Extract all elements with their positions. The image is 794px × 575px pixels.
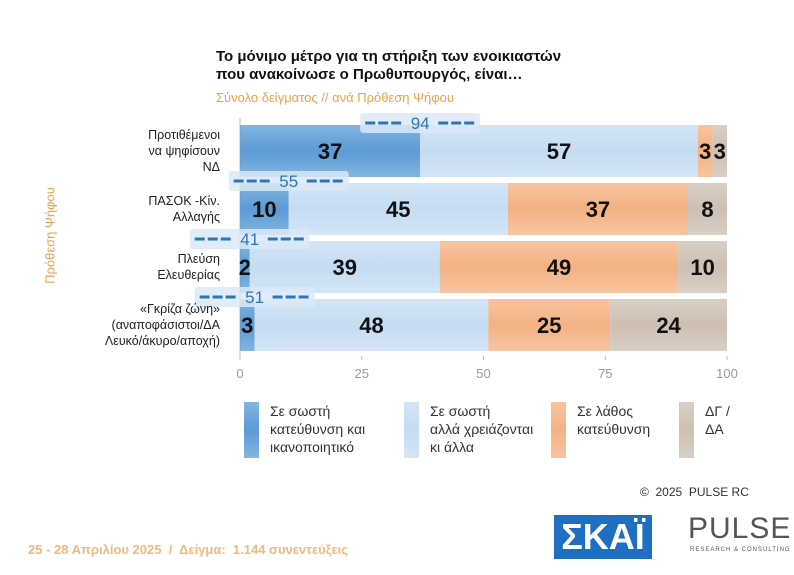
bar-segment	[240, 299, 255, 351]
bar-segment	[610, 299, 727, 351]
bar-segment	[488, 299, 611, 351]
chart-title: Το μόνιμο μέτρο για τη στήριξη των ενοικ…	[216, 48, 562, 83]
total-box	[228, 171, 349, 191]
bar-segment	[507, 183, 689, 235]
bar-segment	[420, 125, 698, 177]
total-label: 94	[411, 114, 430, 133]
data-label: 3	[714, 139, 726, 164]
legend-swatch	[679, 402, 694, 458]
bar-segment	[712, 125, 727, 177]
legend-label: Σε λάθος κατεύθυνση	[577, 403, 651, 437]
legend-swatch	[551, 402, 566, 458]
total-label: 55	[279, 172, 298, 191]
total-box	[194, 287, 315, 307]
data-label: 48	[359, 313, 383, 338]
data-label: 8	[701, 197, 713, 222]
legend-label: ΔΓ / ΔΑ	[705, 403, 730, 437]
bar-segment	[678, 241, 727, 293]
bar-segment	[688, 183, 727, 235]
legend-swatch	[244, 402, 259, 458]
legend-label: Σε σωστή κατεύθυνση και ικανοποιητικό	[270, 403, 366, 455]
data-label: 39	[332, 255, 356, 280]
bar-segment	[288, 183, 508, 235]
x-tick-label: 0	[236, 366, 243, 381]
data-label: 49	[547, 255, 571, 280]
total-label: 51	[245, 288, 264, 307]
total-box	[189, 229, 310, 249]
x-tick-label: 25	[355, 366, 369, 381]
total-label: 41	[240, 230, 259, 249]
data-label: 57	[547, 139, 571, 164]
data-label: 37	[318, 139, 342, 164]
bar-segment	[254, 299, 489, 351]
footer: 25 - 28 Απριλίου 2025 / Δείγμα: 1.144 συ…	[28, 542, 349, 557]
logo-skai: ΣΚΑΪ	[554, 515, 652, 559]
bar-segment	[697, 125, 713, 177]
data-label: 45	[386, 197, 410, 222]
data-label: 24	[656, 313, 681, 338]
data-label: 2	[239, 255, 251, 280]
x-tick-label: 50	[476, 366, 490, 381]
total-box	[360, 113, 481, 133]
logo-pulse: PULSE	[688, 512, 792, 545]
copyright: © 2025 PULSE RC	[640, 485, 749, 499]
x-tick-label: 100	[716, 366, 738, 381]
logo-pulse-sub: RESEARCH & CONSULTING	[690, 547, 791, 553]
data-label: 3	[699, 139, 711, 164]
data-label: 10	[690, 255, 714, 280]
category-label: «Γκρίζα ζώνη» (αναποφάσιστοι/ΔΑ Λευκό/άκ…	[104, 302, 220, 348]
category-label: Προτιθέμενοι να ψηφίσουν ΝΔ	[148, 128, 220, 174]
category-label: Πλεύση Ελευθερίας	[157, 252, 220, 282]
x-tick-label: 75	[598, 366, 612, 381]
data-label: 25	[537, 313, 561, 338]
legend-swatch	[404, 402, 419, 458]
bar-segment	[439, 241, 679, 293]
data-label: 3	[241, 313, 253, 338]
subtitle: Σύνολο δείγματος // ανά Πρόθεση Ψήφου	[216, 90, 454, 105]
bar-segment	[240, 125, 421, 177]
data-label: 10	[252, 197, 276, 222]
bar-segment	[240, 241, 250, 293]
bar-segment	[240, 183, 289, 235]
bar-segment	[249, 241, 440, 293]
category-label: ΠΑΣΟΚ -Κίν. Αλλαγής	[148, 194, 220, 224]
legend-label: Σε σωστή αλλά χρειάζονται κι άλλα	[430, 403, 534, 455]
data-label: 37	[586, 197, 610, 222]
